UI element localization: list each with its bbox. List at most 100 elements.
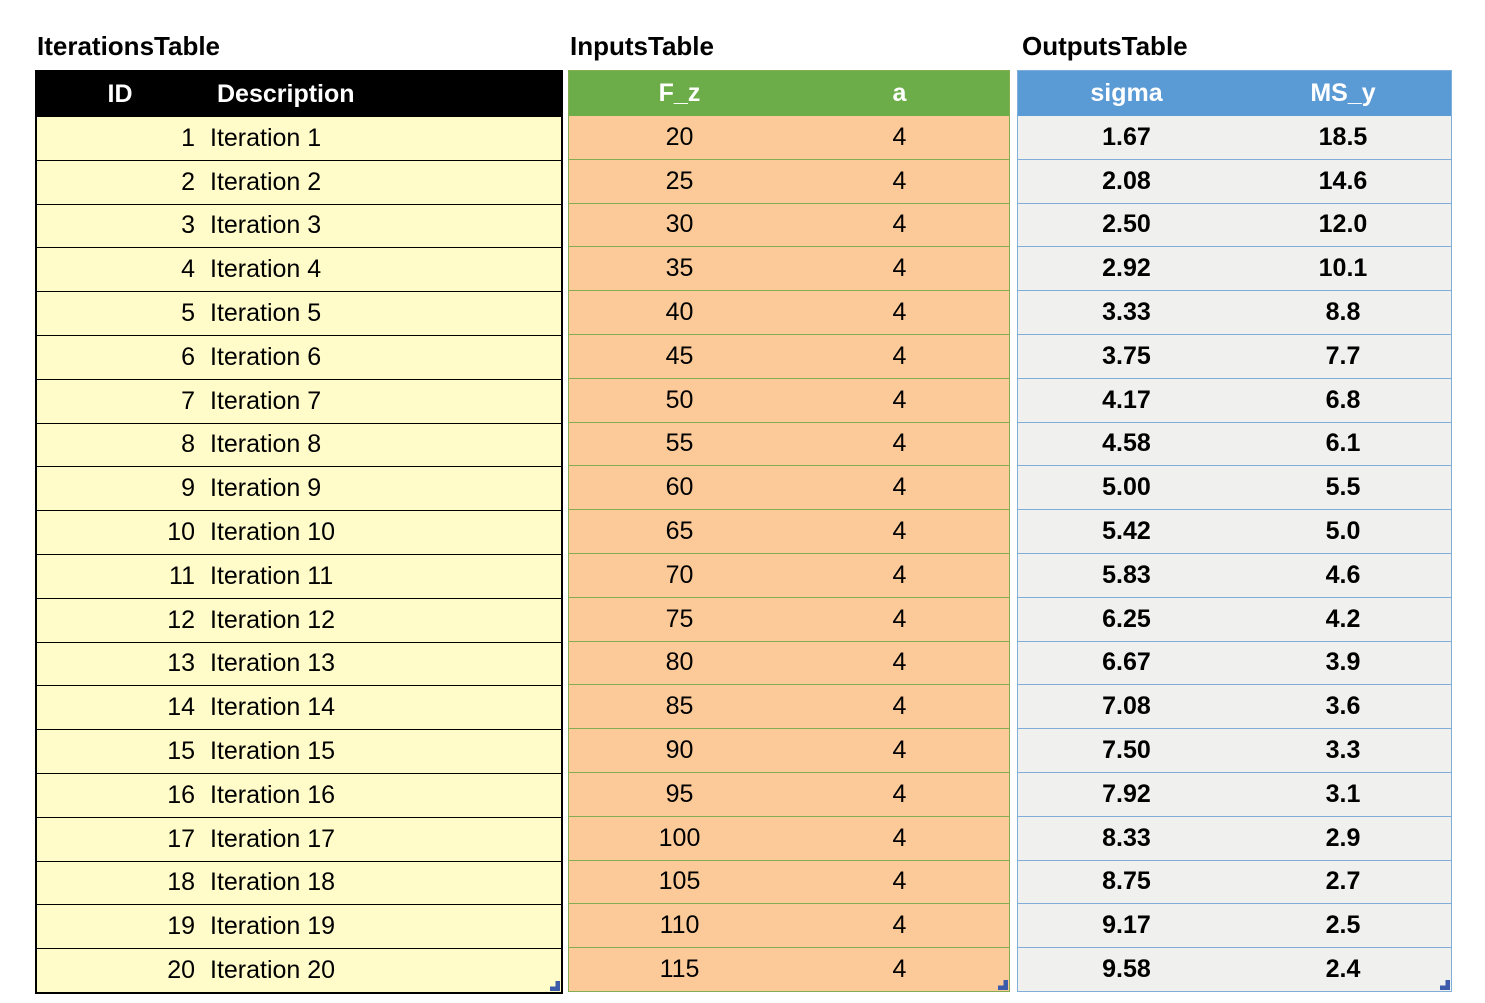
iterations-cell[interactable]: Iteration 3 bbox=[210, 211, 322, 240]
iterations-cell[interactable]: 4 bbox=[181, 255, 195, 284]
inputs-cell[interactable]: 4 bbox=[892, 867, 907, 896]
inputs-header-a[interactable]: a bbox=[892, 79, 907, 107]
inputs-cell[interactable]: 105 bbox=[658, 867, 701, 896]
inputs-cell[interactable]: 85 bbox=[665, 692, 694, 721]
outputs-cell[interactable]: 6.1 bbox=[1325, 429, 1361, 458]
inputs-cell[interactable]: 4 bbox=[892, 429, 907, 458]
iterations-cell[interactable]: Iteration 5 bbox=[210, 299, 322, 328]
outputs-cell[interactable]: 4.58 bbox=[1102, 429, 1151, 458]
inputs-cell[interactable]: 20 bbox=[665, 122, 694, 151]
inputs-cell[interactable]: 115 bbox=[659, 955, 700, 984]
outputs-cell[interactable]: 9.58 bbox=[1102, 955, 1151, 984]
inputs-cell[interactable]: 25 bbox=[665, 166, 694, 195]
outputs-cell[interactable]: 7.08 bbox=[1102, 692, 1151, 721]
outputs-cell[interactable]: 5.5 bbox=[1325, 473, 1361, 502]
outputs-cell[interactable]: 6.67 bbox=[1102, 648, 1151, 677]
outputs-cell[interactable]: 5.83 bbox=[1102, 560, 1151, 589]
inputs-cell[interactable]: 35 bbox=[665, 254, 694, 283]
iterations-cell[interactable]: 1 bbox=[181, 123, 195, 152]
inputs-cell[interactable]: 4 bbox=[892, 955, 907, 984]
inputs-cell[interactable]: 60 bbox=[665, 473, 694, 502]
iterations-cell[interactable]: 2 bbox=[181, 167, 195, 196]
outputs-cell[interactable]: 6.8 bbox=[1325, 385, 1361, 414]
outputs-cell[interactable]: 8.75 bbox=[1102, 867, 1151, 896]
iterations-cell[interactable]: Iteration 18 bbox=[210, 868, 336, 897]
inputs-cell[interactable]: 50 bbox=[665, 385, 694, 414]
outputs-cell[interactable]: 3.9 bbox=[1325, 648, 1361, 677]
iterations-cell[interactable]: Iteration 16 bbox=[210, 780, 336, 809]
iterations-cell[interactable]: Iteration 6 bbox=[210, 342, 322, 371]
iterations-cell[interactable]: 18 bbox=[167, 868, 195, 897]
outputs-cell[interactable]: 9.17 bbox=[1102, 911, 1151, 940]
outputs-cell[interactable]: 3.75 bbox=[1102, 341, 1151, 370]
inputs-cell[interactable]: 45 bbox=[665, 341, 694, 370]
outputs-cell[interactable]: 12.0 bbox=[1318, 210, 1368, 239]
iterations-cell[interactable]: Iteration 7 bbox=[210, 386, 322, 415]
inputs-header-f_z[interactable]: F_z bbox=[658, 79, 701, 107]
inputs-cell[interactable]: 4 bbox=[892, 648, 907, 677]
outputs-cell[interactable]: 3.3 bbox=[1325, 736, 1361, 765]
iterations-cell[interactable]: Iteration 11 bbox=[210, 561, 334, 590]
inputs-cell[interactable]: 40 bbox=[665, 298, 694, 327]
outputs-cell[interactable]: 6.25 bbox=[1102, 604, 1151, 633]
iterations-cell[interactable]: Iteration 10 bbox=[210, 518, 336, 547]
outputs-cell[interactable]: 10.1 bbox=[1318, 254, 1368, 283]
outputs-cell[interactable]: 2.9 bbox=[1325, 823, 1361, 852]
iterations-cell[interactable]: Iteration 2 bbox=[210, 167, 322, 196]
inputs-cell[interactable]: 30 bbox=[665, 210, 694, 239]
iterations-cell[interactable]: 14 bbox=[167, 693, 195, 722]
iterations-cell[interactable]: 19 bbox=[167, 912, 195, 941]
inputs-cell[interactable]: 65 bbox=[665, 517, 694, 546]
inputs-cell[interactable]: 80 bbox=[665, 648, 694, 677]
inputs-cell[interactable]: 55 bbox=[665, 429, 694, 458]
outputs-cell[interactable]: 7.50 bbox=[1102, 736, 1151, 765]
outputs-cell[interactable]: 3.1 bbox=[1325, 779, 1361, 808]
outputs-cell[interactable]: 3.6 bbox=[1325, 692, 1361, 721]
inputs-cell[interactable]: 4 bbox=[892, 166, 907, 195]
inputs-cell[interactable]: 70 bbox=[665, 560, 694, 589]
inputs-cell[interactable]: 4 bbox=[892, 692, 907, 721]
outputs-cell[interactable]: 5.0 bbox=[1325, 517, 1361, 546]
iterations-cell[interactable]: 10 bbox=[167, 518, 195, 547]
outputs-cell[interactable]: 8.8 bbox=[1325, 298, 1361, 327]
iterations-cell[interactable]: Iteration 17 bbox=[210, 824, 336, 853]
outputs-cell[interactable]: 4.6 bbox=[1325, 560, 1361, 589]
iterations-cell[interactable]: Iteration 20 bbox=[210, 956, 336, 985]
iterations-header-id[interactable]: ID bbox=[107, 80, 133, 108]
iterations-cell[interactable]: 12 bbox=[167, 605, 195, 634]
iterations-cell[interactable]: 3 bbox=[181, 211, 195, 240]
inputs-cell[interactable]: 4 bbox=[892, 560, 907, 589]
outputs-cell[interactable]: 7.7 bbox=[1325, 341, 1361, 370]
inputs-cell[interactable]: 4 bbox=[892, 517, 907, 546]
outputs-cell[interactable]: 2.7 bbox=[1325, 867, 1361, 896]
iterations-cell[interactable]: Iteration 1 bbox=[210, 123, 322, 152]
outputs-cell[interactable]: 7.92 bbox=[1102, 779, 1151, 808]
inputs-cell[interactable]: 4 bbox=[892, 473, 907, 502]
outputs-header-sigma[interactable]: sigma bbox=[1090, 79, 1163, 107]
inputs-cell[interactable]: 4 bbox=[892, 911, 907, 940]
inputs-cell[interactable]: 4 bbox=[892, 298, 907, 327]
inputs-cell[interactable]: 4 bbox=[892, 779, 907, 808]
inputs-cell[interactable]: 95 bbox=[665, 779, 694, 808]
iterations-cell[interactable]: Iteration 14 bbox=[210, 693, 336, 722]
iterations-cell[interactable]: Iteration 15 bbox=[210, 737, 336, 766]
iterations-header-description[interactable]: Description bbox=[217, 80, 355, 108]
iterations-cell[interactable]: Iteration 8 bbox=[210, 430, 322, 459]
iterations-cell[interactable]: 20 bbox=[167, 956, 195, 985]
inputs-cell[interactable]: 4 bbox=[892, 254, 907, 283]
outputs-cell[interactable]: 5.42 bbox=[1102, 517, 1151, 546]
outputs-cell[interactable]: 2.08 bbox=[1102, 166, 1151, 195]
iterations-cell[interactable]: Iteration 12 bbox=[210, 605, 336, 634]
iterations-cell[interactable]: 9 bbox=[181, 474, 195, 503]
outputs-cell[interactable]: 5.00 bbox=[1102, 473, 1151, 502]
inputs-cell[interactable]: 4 bbox=[892, 823, 907, 852]
outputs-cell[interactable]: 14.6 bbox=[1318, 166, 1368, 195]
inputs-cell[interactable]: 4 bbox=[892, 210, 907, 239]
inputs-cell[interactable]: 100 bbox=[658, 823, 701, 852]
inputs-cell[interactable]: 4 bbox=[892, 604, 907, 633]
inputs-cell[interactable]: 4 bbox=[892, 341, 907, 370]
iterations-cell[interactable]: 5 bbox=[181, 299, 195, 328]
outputs-cell[interactable]: 2.50 bbox=[1102, 210, 1151, 239]
iterations-cell[interactable]: Iteration 9 bbox=[210, 474, 322, 503]
inputs-cell[interactable]: 75 bbox=[665, 604, 694, 633]
